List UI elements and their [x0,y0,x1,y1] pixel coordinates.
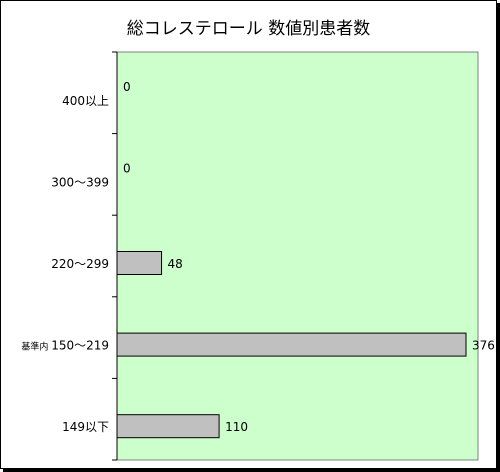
value-labels: 0 0 48 376 110 [123,80,495,434]
value-label: 376 [472,339,495,353]
bar [116,251,163,275]
axis-ticks [112,51,118,461]
bars-group [116,251,467,439]
category-label: 149以下 [62,420,109,434]
chart-title: 総コレステロール 数値別患者数 [126,19,371,39]
value-label: 110 [225,420,248,434]
category-label: 220〜299 [51,257,109,271]
category-label: 300〜399 [51,175,109,189]
plot-area [116,51,479,461]
category-labels: 400以上 300〜399 220〜299 基準内 150〜219 149以下 [21,94,109,434]
value-label: 0 [123,161,131,175]
category-label: 400以上 [62,94,109,108]
value-label: 48 [168,257,183,271]
value-label: 0 [123,80,131,94]
category-label: 基準内 150〜219 [21,339,109,353]
bar [116,414,220,439]
bar [116,332,467,357]
